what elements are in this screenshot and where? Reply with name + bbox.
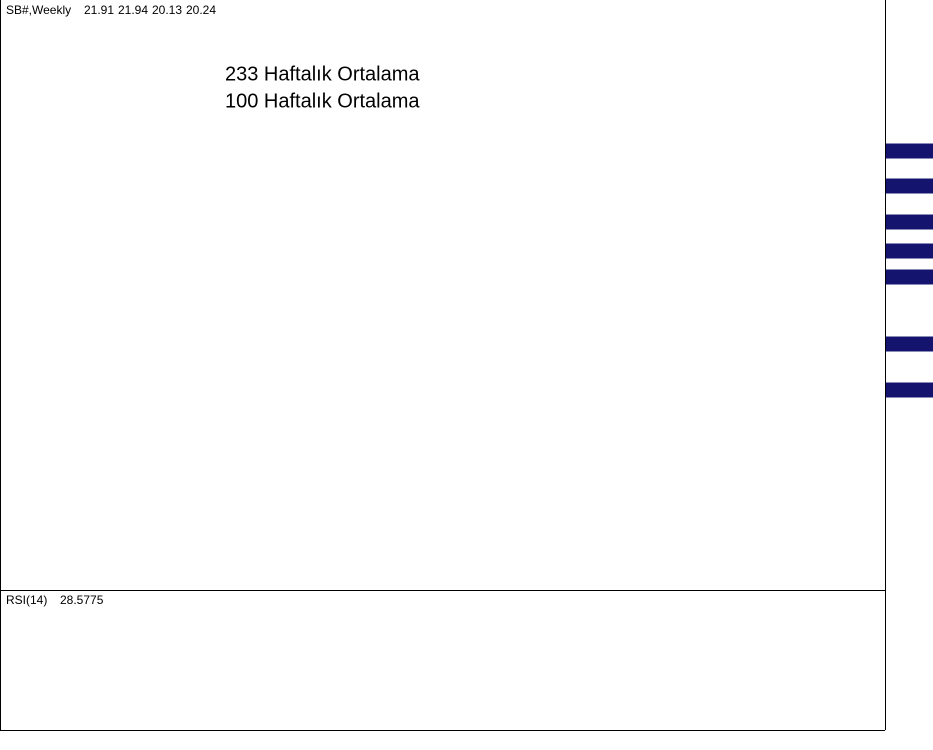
rsi-name: RSI(14) xyxy=(6,593,47,607)
level-badge xyxy=(886,243,933,259)
text-layer: SB#,Weekly 21.91 21.94 20.13 20.24 RSI(1… xyxy=(6,3,933,607)
ohlc-high: 21.94 xyxy=(118,3,148,17)
ohlc-low: 20.13 xyxy=(152,3,182,17)
level-badge xyxy=(886,269,933,285)
level-badge xyxy=(886,336,933,352)
level-badge xyxy=(886,143,933,159)
level-badge xyxy=(886,382,933,398)
legend-entry: 100 Haftalık Ortalama xyxy=(225,90,420,112)
ohlc-close: 20.24 xyxy=(186,3,216,17)
level-badge xyxy=(886,178,933,194)
symbol: SB#,Weekly xyxy=(6,3,71,17)
legend-entry: 233 Haftalık Ortalama xyxy=(225,63,420,85)
level-badge xyxy=(886,214,933,230)
rsi-current: 28.5775 xyxy=(60,593,104,607)
ohlc-open: 21.91 xyxy=(84,3,114,17)
